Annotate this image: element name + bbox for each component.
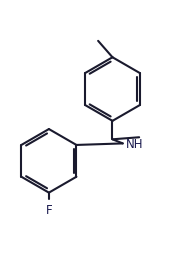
Text: F: F xyxy=(46,204,52,217)
Text: NH: NH xyxy=(126,138,143,151)
